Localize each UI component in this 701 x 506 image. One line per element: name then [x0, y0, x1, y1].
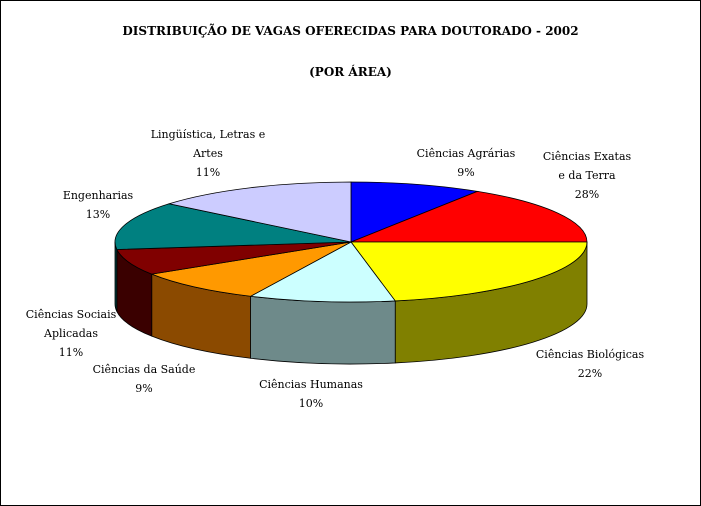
pie-slice-1 — [350, 190, 588, 243]
slice-label-6: Engenharias 13% — [63, 189, 134, 221]
pie-tops — [114, 181, 588, 303]
chart-subtitle: (POR ÁREA) — [309, 65, 392, 79]
slice-label-1: Ciências Exatas e da Terra 28% — [543, 150, 632, 201]
slice-label-7: Lingüística, Letras e Artes 11% — [151, 128, 266, 179]
slice-label-5: Ciências Sociais Aplicadas 11% — [26, 308, 117, 359]
pie-slice-0 — [350, 181, 479, 243]
pie-slice-3 — [249, 241, 396, 303]
slice-label-4: Ciências da Saúde 9% — [93, 363, 196, 395]
slice-label-3: Ciências Humanas 10% — [259, 378, 363, 410]
slice-label-0: Ciências Agrárias 9% — [417, 147, 516, 179]
pie-slice-7 — [169, 181, 352, 243]
pie-slice-4 — [150, 241, 352, 297]
chart-title: DISTRIBUIÇÃO DE VAGAS OFERECIDAS PARA DO… — [122, 24, 579, 38]
slice-label-2: Ciências Biológicas 22% — [536, 348, 645, 380]
pie-slice-6 — [114, 203, 352, 250]
pie-slice-5 — [116, 241, 352, 275]
pie-slice-2 — [350, 241, 588, 302]
pie-side-6 — [114, 241, 118, 312]
pie-labels: Ciências Agrárias 9% Ciências Exatas e da T… — [26, 128, 645, 410]
pie-side-3 — [250, 295, 396, 365]
